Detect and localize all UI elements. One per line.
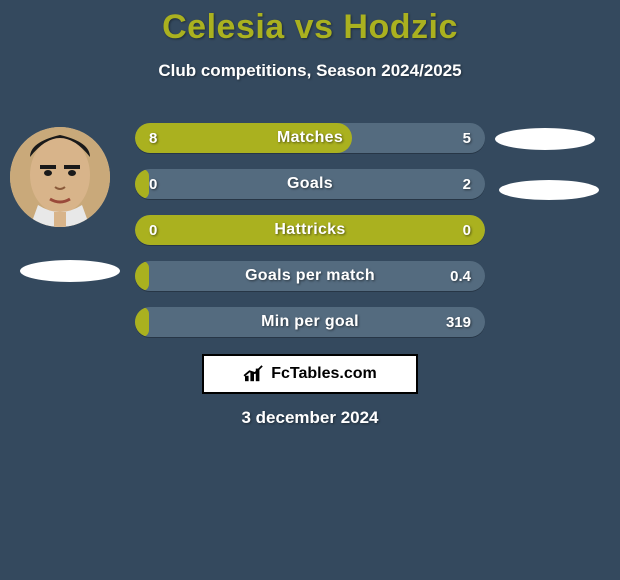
stat-label: Goals per match xyxy=(135,261,485,291)
source-badge: FcTables.com xyxy=(202,354,418,394)
subtitle: Club competitions, Season 2024/2025 xyxy=(0,61,620,81)
stat-bar-goals-per-match: Goals per match 0.4 xyxy=(135,261,485,291)
stat-label: Matches xyxy=(135,123,485,153)
stat-right-value: 319 xyxy=(446,307,471,337)
page-title: Celesia vs Hodzic xyxy=(0,0,620,47)
avatar-face-icon xyxy=(10,127,110,227)
date-text: 3 december 2024 xyxy=(0,408,620,428)
stat-bar-goals: 0 Goals 2 xyxy=(135,169,485,199)
stat-right-value: 0.4 xyxy=(450,261,471,291)
player-right-avatar-oval xyxy=(495,128,595,150)
player-left-avatar xyxy=(10,127,110,227)
stats-bars: 8 Matches 5 0 Goals 2 0 Hattricks 0 Goal… xyxy=(135,123,485,353)
stat-label: Hattricks xyxy=(135,215,485,245)
stat-right-value: 2 xyxy=(463,169,471,199)
player-left-club-oval xyxy=(20,260,120,282)
stat-right-value: 5 xyxy=(463,123,471,153)
source-badge-text: FcTables.com xyxy=(271,365,377,383)
stat-bar-min-per-goal: Min per goal 319 xyxy=(135,307,485,337)
bar-chart-icon xyxy=(243,365,265,383)
stat-label: Goals xyxy=(135,169,485,199)
stat-right-value: 0 xyxy=(463,215,471,245)
player-right-club-oval xyxy=(499,180,599,200)
stat-bar-hattricks: 0 Hattricks 0 xyxy=(135,215,485,245)
stat-bar-matches: 8 Matches 5 xyxy=(135,123,485,153)
stat-label: Min per goal xyxy=(135,307,485,337)
